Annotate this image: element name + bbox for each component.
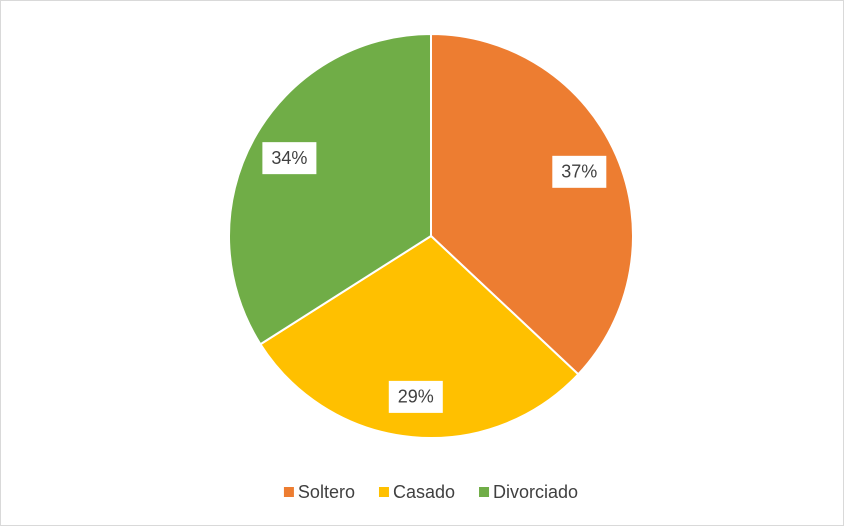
data-label-box: [552, 155, 607, 188]
data-label: 37%: [561, 162, 597, 182]
legend-swatch: [283, 487, 294, 497]
data-label: 34%: [271, 148, 307, 168]
legend-label: Casado: [393, 482, 455, 502]
legend-label: Soltero: [298, 482, 355, 502]
data-label-box: [388, 380, 443, 413]
legend-swatch: [378, 487, 389, 497]
data-label-box: [262, 142, 317, 175]
pie-slice: [228, 32, 432, 346]
legend-label: Divorciado: [493, 482, 578, 502]
data-label: 29%: [398, 387, 434, 407]
pie-slice: [259, 234, 580, 439]
pie-slice: [430, 32, 635, 376]
legend-swatch: [479, 487, 490, 497]
